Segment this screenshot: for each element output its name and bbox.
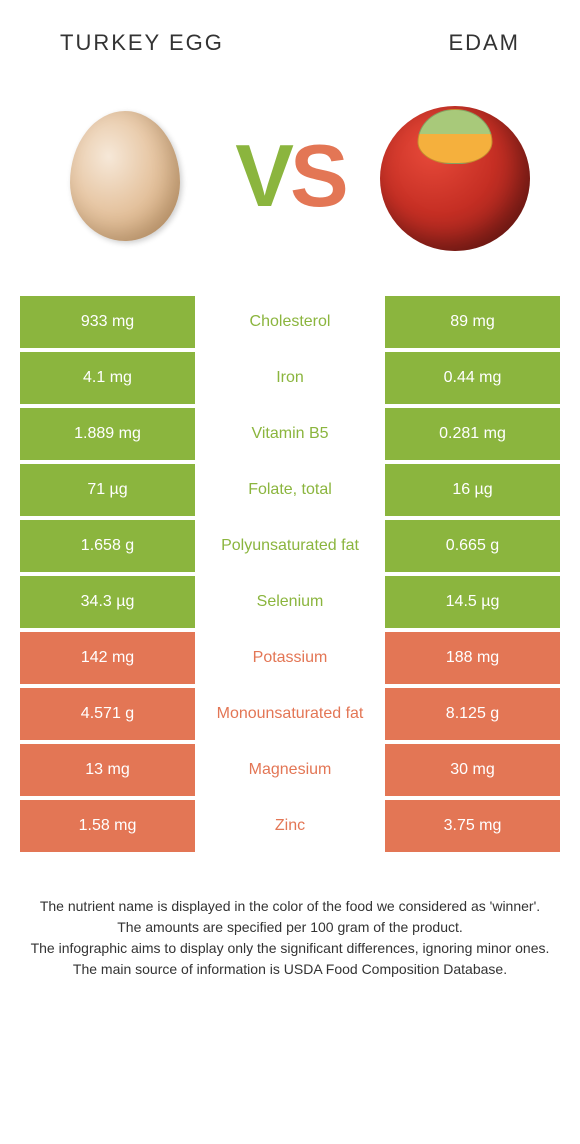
left-value-cell: 142 mg — [20, 632, 195, 684]
vs-letter-s: S — [290, 126, 345, 225]
right-value-cell: 0.44 mg — [385, 352, 560, 404]
right-value-cell: 188 mg — [385, 632, 560, 684]
table-row: 13 mgMagnesium30 mg — [20, 744, 560, 796]
right-food-title: EDAM — [448, 30, 520, 56]
left-food-title: TURKEY EGG — [60, 30, 224, 56]
nutrient-label-cell: Selenium — [195, 576, 385, 628]
edam-cheese-icon — [380, 101, 530, 251]
nutrient-label-cell: Potassium — [195, 632, 385, 684]
table-row: 34.3 µgSelenium14.5 µg — [20, 576, 560, 628]
left-value-cell: 1.889 mg — [20, 408, 195, 460]
table-row: 1.889 mgVitamin B50.281 mg — [20, 408, 560, 460]
nutrient-label-cell: Magnesium — [195, 744, 385, 796]
left-value-cell: 71 µg — [20, 464, 195, 516]
table-row: 1.58 mgZinc3.75 mg — [20, 800, 560, 852]
comparison-table: 933 mgCholesterol89 mg4.1 mgIron0.44 mg1… — [0, 296, 580, 852]
left-value-cell: 1.658 g — [20, 520, 195, 572]
table-row: 142 mgPotassium188 mg — [20, 632, 560, 684]
right-value-cell: 8.125 g — [385, 688, 560, 740]
titles-row: TURKEY EGG EDAM — [0, 0, 580, 66]
nutrient-label-cell: Cholesterol — [195, 296, 385, 348]
nutrient-label-cell: Polyunsaturated fat — [195, 520, 385, 572]
footer-line: The infographic aims to display only the… — [30, 938, 550, 959]
table-row: 4.571 gMonounsaturated fat8.125 g — [20, 688, 560, 740]
right-food-image — [380, 101, 530, 251]
right-value-cell: 89 mg — [385, 296, 560, 348]
left-value-cell: 4.1 mg — [20, 352, 195, 404]
table-row: 1.658 gPolyunsaturated fat0.665 g — [20, 520, 560, 572]
left-value-cell: 1.58 mg — [20, 800, 195, 852]
right-value-cell: 0.281 mg — [385, 408, 560, 460]
vs-letter-v: V — [235, 126, 290, 225]
right-value-cell: 16 µg — [385, 464, 560, 516]
table-row: 4.1 mgIron0.44 mg — [20, 352, 560, 404]
left-value-cell: 933 mg — [20, 296, 195, 348]
nutrient-label-cell: Iron — [195, 352, 385, 404]
footer-line: The amounts are specified per 100 gram o… — [30, 917, 550, 938]
left-value-cell: 4.571 g — [20, 688, 195, 740]
right-value-cell: 0.665 g — [385, 520, 560, 572]
nutrient-label-cell: Folate, total — [195, 464, 385, 516]
footer-line: The nutrient name is displayed in the co… — [30, 896, 550, 917]
table-row: 71 µgFolate, total16 µg — [20, 464, 560, 516]
right-value-cell: 3.75 mg — [385, 800, 560, 852]
left-food-image — [50, 101, 200, 251]
vs-label: VS — [235, 125, 344, 227]
right-value-cell: 14.5 µg — [385, 576, 560, 628]
nutrient-label-cell: Vitamin B5 — [195, 408, 385, 460]
left-value-cell: 13 mg — [20, 744, 195, 796]
left-value-cell: 34.3 µg — [20, 576, 195, 628]
right-value-cell: 30 mg — [385, 744, 560, 796]
hero-row: VS — [0, 66, 580, 296]
turkey-egg-icon — [70, 111, 180, 241]
footer-line: The main source of information is USDA F… — [30, 959, 550, 980]
nutrient-label-cell: Monounsaturated fat — [195, 688, 385, 740]
footer-notes: The nutrient name is displayed in the co… — [0, 856, 580, 980]
table-row: 933 mgCholesterol89 mg — [20, 296, 560, 348]
nutrient-label-cell: Zinc — [195, 800, 385, 852]
